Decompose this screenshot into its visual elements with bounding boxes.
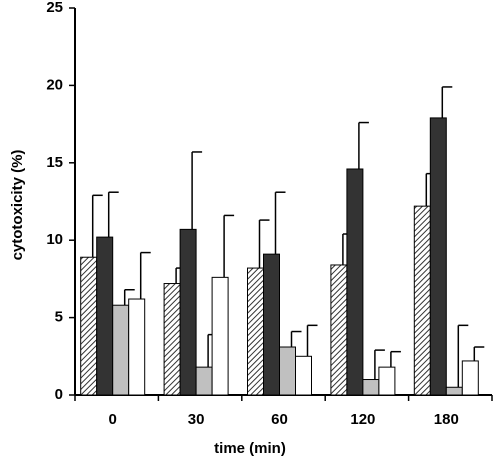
bar: [128, 298, 146, 396]
x-tick-label: 30: [188, 411, 205, 428]
bar: [330, 264, 348, 396]
y-tick-label: 10: [46, 231, 63, 248]
y-tick-label: 15: [46, 154, 63, 171]
y-tick-label: 0: [55, 386, 63, 403]
bar: [163, 283, 181, 396]
bar: [429, 117, 447, 396]
x-axis-label: time (min): [214, 440, 286, 457]
x-tick-label: 180: [434, 411, 459, 428]
bar: [279, 346, 296, 396]
bar: [179, 228, 197, 396]
bar: [445, 386, 463, 396]
bar: [461, 360, 479, 396]
x-tick-label: 0: [109, 411, 117, 428]
bar: [211, 276, 229, 396]
bar: [362, 379, 380, 396]
bar: [413, 205, 431, 396]
bar: [247, 267, 264, 396]
bar: [263, 253, 280, 396]
bar: [195, 366, 213, 396]
y-axis-label: cytotoxicity (%): [9, 150, 26, 261]
y-tick-label: 5: [55, 309, 63, 326]
bar: [378, 366, 396, 396]
bar: [295, 355, 312, 396]
y-tick-label: 20: [46, 76, 63, 93]
bar: [346, 168, 364, 396]
bar: [96, 236, 114, 396]
x-tick-label: 120: [350, 411, 375, 428]
bar: [80, 256, 98, 396]
x-tick-label: 60: [271, 411, 288, 428]
y-tick-label: 25: [46, 0, 63, 16]
bar: [112, 304, 130, 396]
